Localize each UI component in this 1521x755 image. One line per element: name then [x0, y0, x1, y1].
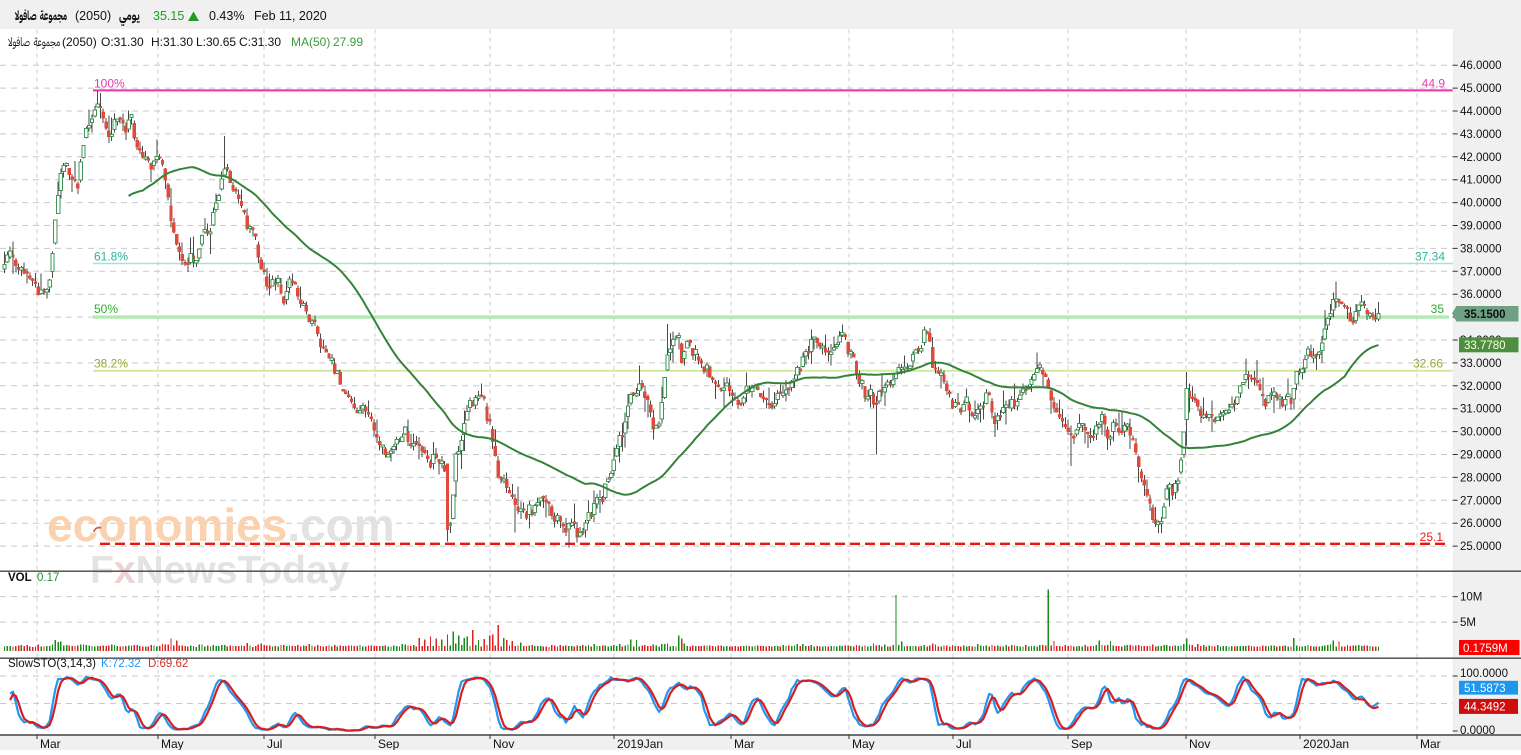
svg-text:35.1500: 35.1500: [1464, 309, 1506, 321]
svg-text:D:69.62: D:69.62: [148, 658, 188, 670]
svg-text:44.9: 44.9: [1422, 76, 1446, 90]
svg-text:Sep: Sep: [1071, 737, 1093, 750]
svg-text:100%: 100%: [94, 76, 125, 90]
svg-text:44.3492: 44.3492: [1464, 702, 1506, 714]
svg-text:45.0000: 45.0000: [1460, 83, 1502, 95]
svg-text:37.34: 37.34: [1415, 250, 1445, 264]
svg-text:MA(50): MA(50): [291, 35, 330, 49]
svg-text:0.0000: 0.0000: [1460, 725, 1495, 737]
svg-text:K:72.32: K:72.32: [101, 658, 141, 670]
svg-text:26.0000: 26.0000: [1460, 518, 1502, 530]
svg-text:Nov: Nov: [1189, 737, 1210, 750]
svg-text:27.0000: 27.0000: [1460, 495, 1502, 507]
svg-text:2020Jan: 2020Jan: [1303, 737, 1349, 750]
svg-text:37.0000: 37.0000: [1460, 266, 1502, 278]
svg-text:25.1: 25.1: [1420, 530, 1444, 544]
svg-text:40.0000: 40.0000: [1460, 198, 1502, 210]
svg-text:0.43%: 0.43%: [209, 9, 244, 23]
svg-text:(2050): (2050): [62, 35, 97, 49]
svg-text:L:30.65: L:30.65: [196, 35, 236, 49]
svg-text:35: 35: [1431, 302, 1445, 316]
svg-text:Mar: Mar: [40, 737, 61, 750]
svg-text:51.5873: 51.5873: [1464, 683, 1506, 695]
svg-text:Feb 11, 2020: Feb 11, 2020: [254, 9, 327, 23]
svg-text:5M: 5M: [1460, 617, 1476, 629]
svg-text:50%: 50%: [94, 302, 118, 316]
svg-text:0.1759M: 0.1759M: [1463, 643, 1508, 655]
svg-text:0.17: 0.17: [37, 572, 59, 584]
svg-text:42.0000: 42.0000: [1460, 152, 1502, 164]
svg-text:100.0000: 100.0000: [1460, 668, 1508, 680]
svg-text:61.8%: 61.8%: [94, 250, 128, 264]
svg-text:Jul: Jul: [956, 737, 971, 750]
svg-text:32.66: 32.66: [1413, 357, 1443, 371]
svg-text:29.0000: 29.0000: [1460, 450, 1502, 462]
svg-text:35.15: 35.15: [153, 9, 184, 23]
svg-text:46.0000: 46.0000: [1460, 60, 1502, 72]
svg-text:33.7780: 33.7780: [1464, 340, 1506, 352]
svg-text:25.0000: 25.0000: [1460, 541, 1502, 553]
svg-text:10M: 10M: [1460, 592, 1482, 604]
svg-text:Sep: Sep: [378, 737, 400, 750]
svg-text:38.2%: 38.2%: [94, 357, 128, 371]
svg-text:C:31.30: C:31.30: [239, 35, 281, 49]
svg-text:30.0000: 30.0000: [1460, 427, 1502, 439]
svg-text:39.0000: 39.0000: [1460, 221, 1502, 233]
svg-text:31.0000: 31.0000: [1460, 404, 1502, 416]
svg-text:41.0000: 41.0000: [1460, 175, 1502, 187]
svg-text:Jul: Jul: [267, 737, 282, 750]
svg-text:Nov: Nov: [493, 737, 514, 750]
svg-text:(2050): (2050): [75, 9, 111, 23]
svg-text:May: May: [161, 737, 184, 750]
svg-text:38.0000: 38.0000: [1460, 243, 1502, 255]
svg-text:28.0000: 28.0000: [1460, 472, 1502, 484]
svg-text:H:31.30: H:31.30: [151, 35, 193, 49]
svg-text:O:31.30: O:31.30: [101, 35, 144, 49]
svg-text:44.0000: 44.0000: [1460, 106, 1502, 118]
svg-text:2019Jan: 2019Jan: [617, 737, 663, 750]
svg-text:economies.com: economies.com: [47, 499, 395, 551]
svg-text:VOL: VOL: [8, 572, 32, 584]
svg-text:33.0000: 33.0000: [1460, 358, 1502, 370]
svg-text:27.99: 27.99: [333, 35, 363, 49]
svg-text:36.0000: 36.0000: [1460, 289, 1502, 301]
svg-text:SlowSTO(3,14,3): SlowSTO(3,14,3): [8, 658, 96, 670]
svg-text:Mar: Mar: [1420, 737, 1441, 750]
svg-text:Mar: Mar: [734, 737, 755, 750]
svg-text:32.0000: 32.0000: [1460, 381, 1502, 393]
svg-text:43.0000: 43.0000: [1460, 129, 1502, 141]
svg-text:May: May: [852, 737, 875, 750]
